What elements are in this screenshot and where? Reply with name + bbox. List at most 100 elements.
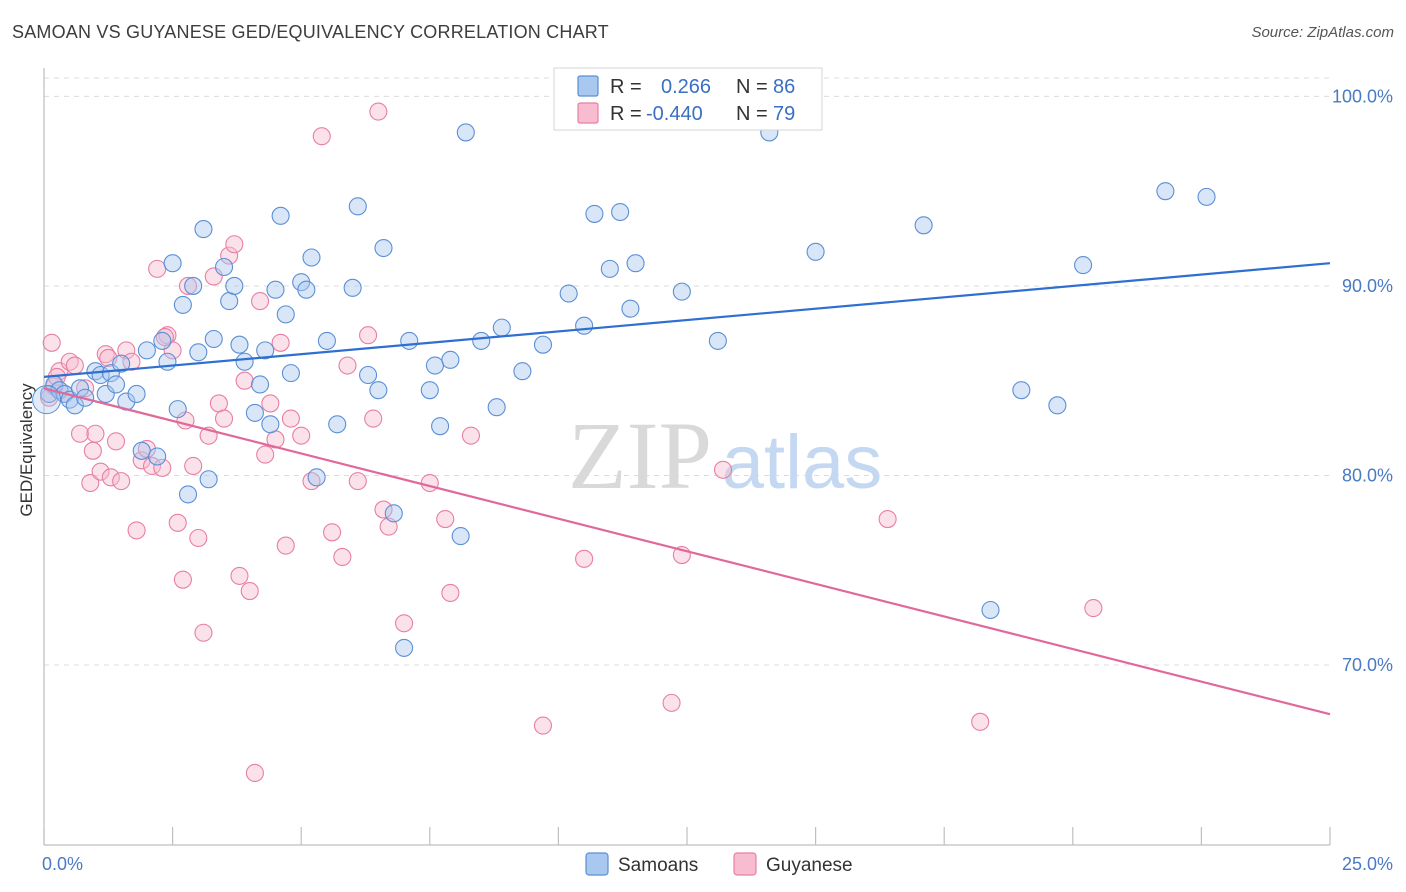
samoan-point bbox=[127, 384, 146, 404]
guyanese-point bbox=[379, 517, 398, 536]
samoan-point bbox=[168, 400, 187, 419]
samoan-point bbox=[441, 350, 460, 369]
samoan-point bbox=[369, 381, 388, 400]
guyanese-point bbox=[271, 333, 290, 352]
samoan-point bbox=[384, 504, 403, 523]
samoan-point bbox=[1197, 187, 1216, 206]
samoan-point bbox=[1048, 396, 1067, 415]
samoan-point bbox=[600, 259, 619, 278]
bottom-legend-label-samoans: Samoans bbox=[618, 855, 698, 876]
bottom-legend-swatch-samoans bbox=[585, 852, 609, 876]
samoan-point bbox=[611, 202, 630, 222]
samoan-point bbox=[235, 352, 254, 371]
samoan-point bbox=[178, 485, 198, 504]
legend-box bbox=[553, 67, 823, 131]
axes bbox=[43, 68, 1331, 846]
samoan-point bbox=[276, 305, 295, 324]
samoan-point bbox=[266, 280, 285, 299]
legend-swatch-samoans bbox=[577, 75, 599, 97]
samoan-point bbox=[281, 364, 300, 383]
guyanese-point bbox=[256, 445, 275, 464]
guyanese-point bbox=[245, 763, 264, 783]
samoan-point bbox=[981, 600, 1000, 620]
y-tick-label: 70.0% bbox=[1342, 655, 1393, 675]
guyanese-point bbox=[971, 712, 990, 731]
samoan-point bbox=[132, 441, 151, 460]
samoan-point bbox=[395, 638, 414, 657]
guyanese-point bbox=[348, 472, 367, 491]
samoan-point bbox=[158, 352, 177, 371]
samoan-point bbox=[256, 341, 275, 360]
guyanese-point bbox=[173, 570, 192, 589]
samoan-point bbox=[492, 318, 511, 337]
legend-n-value-guyanese: 79 bbox=[773, 103, 795, 125]
samoan-point bbox=[806, 242, 825, 261]
guyanese-point bbox=[461, 426, 481, 445]
samoan-point bbox=[153, 331, 172, 350]
watermark-atlas: atlas bbox=[722, 420, 883, 505]
samoan-point bbox=[214, 257, 234, 277]
samoan-point bbox=[487, 398, 506, 417]
samoan-point bbox=[137, 341, 156, 360]
samoan-point bbox=[112, 354, 131, 373]
samoan-point bbox=[250, 375, 270, 394]
guyanese-point bbox=[83, 441, 102, 460]
guyanese-point bbox=[441, 583, 460, 602]
samoan-point bbox=[533, 335, 553, 354]
samoan-point bbox=[472, 331, 491, 350]
legend-swatch-guyanese bbox=[577, 102, 599, 124]
samoan-point bbox=[32, 385, 62, 415]
samoan-point bbox=[513, 362, 532, 381]
samoan-point bbox=[456, 123, 475, 142]
samoan-point bbox=[1012, 381, 1031, 400]
guyanese-point bbox=[240, 582, 259, 601]
guyanese-point bbox=[338, 356, 357, 375]
guyanese-point bbox=[112, 472, 131, 491]
samoan-point bbox=[194, 220, 213, 239]
guyanese-point bbox=[333, 547, 352, 566]
guyanese-point bbox=[42, 333, 61, 352]
guyanese-point bbox=[292, 426, 311, 445]
samoan-point bbox=[451, 527, 470, 546]
samoan-point bbox=[708, 331, 727, 350]
samoan-point bbox=[328, 415, 347, 434]
samoan-trend-line bbox=[43, 262, 1331, 379]
guyanese-point bbox=[250, 292, 270, 311]
guyanese-point bbox=[153, 458, 172, 477]
samoan-point bbox=[302, 248, 321, 267]
samoan-point bbox=[184, 276, 203, 295]
samoan-point bbox=[106, 375, 126, 394]
samoan-point bbox=[1074, 256, 1093, 275]
guyanese-point bbox=[533, 716, 553, 735]
samoan-points bbox=[32, 123, 1216, 657]
legend-r-label-samoans: R = bbox=[610, 76, 642, 98]
legend-r-value-guyanese: -0.440 bbox=[646, 103, 703, 125]
tick-labels: 70.0% 80.0% 90.0% 100.0% 0.0% 25.0% bbox=[42, 86, 1393, 874]
samoan-point bbox=[271, 206, 290, 225]
guyanese-point bbox=[230, 566, 249, 585]
guyanese-point bbox=[101, 468, 120, 487]
bottom-legend-label-guyanese: Guyanese bbox=[766, 855, 853, 876]
trend-lines bbox=[43, 262, 1331, 716]
samoan-point bbox=[173, 295, 192, 314]
guyanese-point bbox=[436, 509, 455, 529]
guyanese-point bbox=[220, 246, 239, 265]
y-axis-label: GED/Equivalency bbox=[17, 383, 36, 517]
samoan-point bbox=[261, 415, 280, 434]
samoan-point bbox=[230, 335, 249, 354]
samoan-point bbox=[359, 365, 378, 385]
guyanese-point bbox=[70, 424, 90, 443]
samoan-point bbox=[343, 278, 362, 297]
guyanese-point bbox=[91, 462, 110, 481]
legend: R = 0.266 N = 86 R = -0.440 N = 79 bbox=[553, 67, 823, 131]
samoan-point bbox=[585, 204, 604, 223]
guyanese-point bbox=[1084, 599, 1103, 618]
guyanese-point bbox=[184, 456, 203, 476]
guyanese-point bbox=[420, 473, 439, 493]
guyanese-point bbox=[575, 549, 594, 568]
x-tick-label: 25.0% bbox=[1342, 854, 1393, 874]
samoan-point bbox=[672, 282, 691, 301]
samoan-point bbox=[420, 381, 439, 400]
guyanese-point bbox=[713, 460, 733, 479]
